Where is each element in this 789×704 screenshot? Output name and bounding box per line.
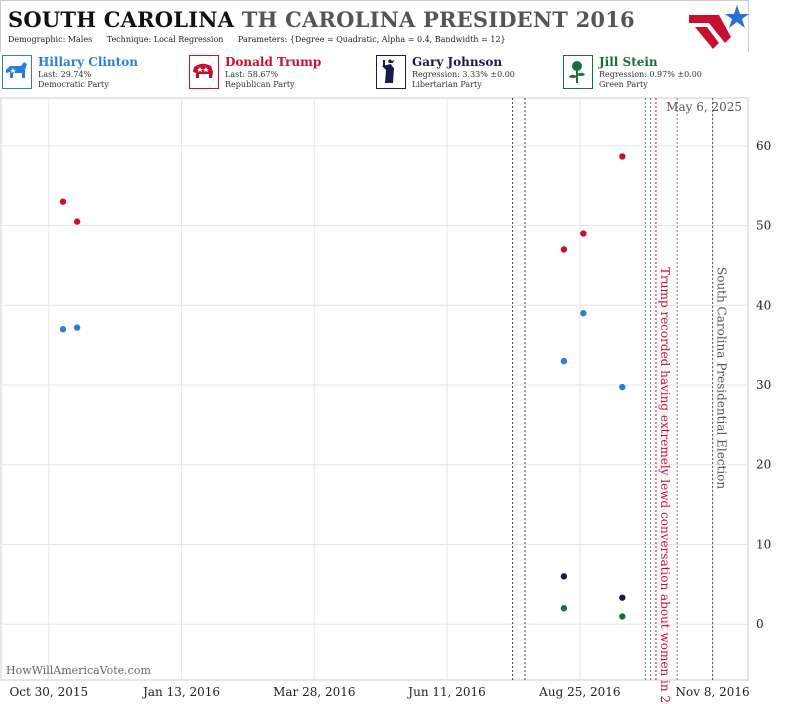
legend-item-johnson: Gary Johnson Regression: 3.33% ±0.00 Lib… (374, 53, 561, 93)
data-point (59, 198, 67, 205)
event-markers: Trump recorded having extremely lewd con… (512, 98, 729, 704)
data-point (59, 326, 67, 333)
flag-logo-icon (689, 5, 749, 49)
title-rest: TH CAROLINA PRESIDENT 2016 (241, 7, 635, 32)
parameters-line: Demographic: Males Technique: Local Regr… (8, 35, 518, 44)
y-tick-label: 40 (756, 298, 771, 312)
data-point (619, 383, 626, 391)
data-point (619, 153, 626, 160)
parameters-label: Parameters: {Degree = Quadratic, Alpha =… (237, 35, 506, 44)
legend-item-clinton: Hillary Clinton Last: 29.74% Democratic … (0, 53, 187, 93)
technique-label: Technique: Local Regression (106, 35, 224, 44)
statue-of-liberty-icon (376, 55, 406, 89)
legend-name: Jill Stein (599, 55, 658, 69)
y-tick-label: 10 (756, 537, 771, 551)
data-point (560, 573, 568, 580)
legend-party: Green Party (599, 80, 648, 89)
donkey-icon (2, 55, 32, 89)
data-point (580, 310, 587, 317)
event-label: South Carolina Presidential Election (715, 267, 729, 489)
rose-icon (563, 55, 593, 89)
y-tick-label: 20 (756, 458, 771, 472)
data-point (560, 605, 568, 612)
x-tick-label: Aug 25, 2016 (538, 685, 620, 699)
data-point (560, 246, 568, 253)
x-tick-label: Oct 30, 2015 (9, 685, 88, 699)
watermark: HowWillAmericaVote.com (6, 664, 151, 677)
legend-item-trump: Donald Trump Last: 58.67% Republican Par… (187, 53, 374, 93)
x-tick-label: Mar 28, 2016 (273, 685, 355, 699)
data-point (619, 594, 626, 601)
data-point (580, 230, 587, 237)
plot-frame (0, 97, 749, 681)
candidate-legend: Hillary Clinton Last: 29.74% Democratic … (0, 53, 749, 95)
legend-regression: Regression: 0.97% ±0.00 (599, 70, 702, 79)
x-tick-label: Nov 8, 2016 (676, 685, 750, 699)
legend-last: Last: 29.74% (38, 70, 92, 79)
elephant-icon (189, 55, 219, 89)
legend-party: Republican Party (225, 80, 295, 89)
date-stamp: May 6, 2025 (666, 100, 742, 114)
x-tick-label: Jun 11, 2016 (406, 685, 486, 699)
y-tick-label: 0 (756, 617, 764, 631)
legend-party: Libertarian Party (412, 80, 482, 89)
chart-title: SOUTH CAROLINA TH CAROLINA PRESIDENT 201… (8, 7, 635, 32)
legend-name: Donald Trump (225, 55, 322, 69)
legend-name: Hillary Clinton (38, 55, 138, 69)
axes: Oct 30, 2015 Jan 13, 2016 Mar 28, 2016 Jun … (6, 100, 771, 699)
chart-header: SOUTH CAROLINA TH CAROLINA PRESIDENT 201… (0, 0, 749, 52)
y-tick-label: 30 (756, 378, 771, 392)
legend-regression: Regression: 3.33% ±0.00 (412, 70, 515, 79)
data-point (560, 357, 568, 365)
event-label: Trump recorded having extremely lewd con… (658, 267, 672, 704)
x-tick-label: Jan 13, 2016 (141, 685, 220, 699)
legend-item-stein: Jill Stein Regression: 0.97% ±0.00 Green… (561, 53, 748, 93)
scatter-plot: Trump recorded having extremely lewd con… (0, 97, 771, 704)
title-state: SOUTH CAROLINA (8, 7, 235, 32)
data-points (59, 153, 626, 620)
data-point (619, 613, 626, 620)
legend-party: Democratic Party (38, 80, 109, 89)
legend-name: Gary Johnson (412, 55, 503, 69)
data-point (73, 218, 81, 225)
y-tick-label: 60 (756, 139, 771, 153)
legend-last: Last: 58.67% (225, 70, 279, 79)
y-tick-label: 50 (756, 219, 771, 233)
demographic-label: Demographic: Males (8, 35, 93, 44)
grid (0, 97, 749, 681)
data-point (73, 324, 81, 331)
